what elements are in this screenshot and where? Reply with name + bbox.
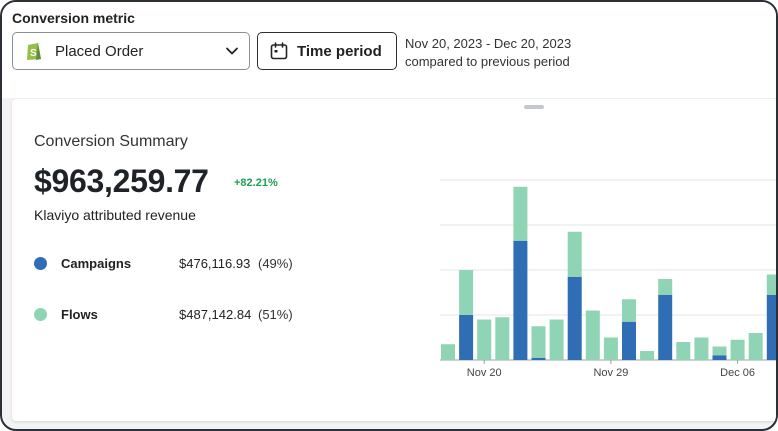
- bar-campaigns[interactable]: [622, 321, 636, 360]
- comparison-note: compared to previous period: [405, 54, 570, 69]
- bar-flows[interactable]: [477, 319, 492, 361]
- shopify-icon: S: [27, 43, 41, 60]
- bar-campaigns[interactable]: [513, 240, 528, 360]
- legend-percent: (51%): [258, 307, 293, 322]
- legend-amount: $487,142.84: [179, 307, 252, 322]
- time-period-button[interactable]: Time period: [257, 32, 397, 70]
- bar-flows[interactable]: [513, 186, 528, 241]
- flows-dot-icon: [34, 308, 47, 321]
- conversion-metric-value: Placed Order: [55, 42, 144, 60]
- summary-change-badge: +82.21%: [234, 177, 278, 189]
- campaigns-dot-icon: [34, 257, 47, 270]
- bar-flows[interactable]: [658, 279, 673, 295]
- bar-flows[interactable]: [549, 319, 564, 361]
- legend-percent: (49%): [258, 256, 293, 271]
- bar-flows[interactable]: [603, 337, 618, 361]
- bar-flows[interactable]: [730, 339, 745, 360]
- bar-flows[interactable]: [585, 310, 600, 361]
- calendar-icon: [270, 42, 288, 60]
- svg-text:S: S: [30, 48, 37, 59]
- date-range-text: Nov 20, 2023 - Dec 20, 2023 compared to …: [405, 35, 571, 71]
- bar-campaigns[interactable]: [766, 294, 778, 360]
- date-range: Nov 20, 2023 - Dec 20, 2023: [405, 36, 572, 51]
- bar-flows[interactable]: [622, 299, 636, 322]
- bar-campaigns[interactable]: [712, 355, 727, 361]
- bar-flows[interactable]: [694, 337, 709, 361]
- summary-subtitle: Klaviyo attributed revenue: [34, 207, 196, 223]
- legend-amount: $476,116.93: [179, 256, 251, 271]
- bar-campaigns[interactable]: [459, 315, 474, 360]
- bar-flows[interactable]: [441, 344, 455, 360]
- summary-total-value: $963,259.77: [34, 163, 209, 199]
- filter-bar: Conversion metric S Placed Order Time pe…: [2, 2, 776, 98]
- time-period-label: Time period: [297, 42, 382, 60]
- bar-campaigns[interactable]: [567, 276, 582, 360]
- chevron-down-icon: [226, 47, 238, 55]
- bar-flows[interactable]: [676, 342, 691, 360]
- x-tick-label: Dec 06: [720, 367, 755, 379]
- conversion-metric-select[interactable]: S Placed Order: [12, 32, 250, 70]
- conversion-summary-card: Conversion Summary $963,259.77 +82.21% K…: [12, 99, 778, 421]
- bar-flows[interactable]: [495, 317, 510, 360]
- bar-flows[interactable]: [766, 274, 778, 295]
- bar-campaigns[interactable]: [658, 294, 673, 360]
- legend-name: Flows: [61, 307, 98, 322]
- bar-flows[interactable]: [531, 326, 546, 358]
- bar-flows[interactable]: [712, 346, 727, 356]
- conversion-metric-label: Conversion metric: [12, 10, 135, 26]
- revenue-bar-chart: Nov 20 Nov 29 Dec 06: [440, 179, 778, 379]
- legend-row-flows: Flows $487,142.84 (51%): [34, 305, 334, 325]
- legend-name: Campaigns: [61, 256, 132, 271]
- bar-flows[interactable]: [640, 351, 655, 360]
- bar-flows[interactable]: [459, 270, 474, 315]
- summary-title: Conversion Summary: [34, 133, 188, 150]
- drag-handle[interactable]: [524, 105, 544, 109]
- bar-flows[interactable]: [748, 333, 763, 360]
- bar-campaigns[interactable]: [531, 357, 546, 360]
- x-tick-label: Nov 20: [467, 367, 502, 379]
- bar-flows[interactable]: [567, 231, 582, 277]
- legend-row-campaigns: Campaigns $476,116.93 (49%): [34, 254, 334, 274]
- x-tick-label: Nov 29: [593, 367, 628, 379]
